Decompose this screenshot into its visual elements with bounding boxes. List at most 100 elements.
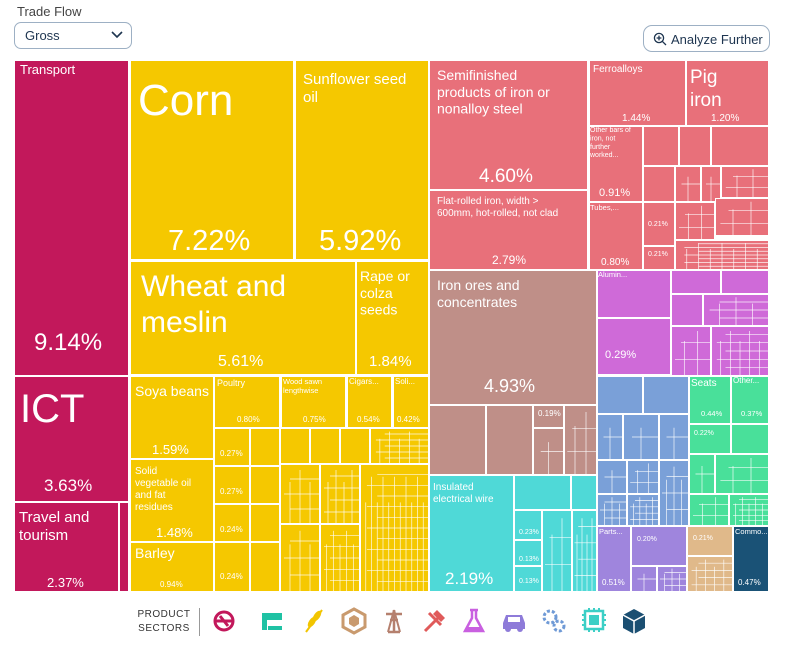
treemap-tile-minor[interactable] — [703, 294, 770, 327]
treemap-tile[interactable]: 0.19% — [533, 405, 564, 428]
treemap-tile[interactable]: Soya beans 1.59% — [130, 376, 214, 459]
treemap-tile-minor[interactable] — [711, 126, 769, 166]
other-icon[interactable] — [620, 606, 648, 636]
treemap-tile-minor[interactable] — [687, 556, 734, 593]
treemap-tile-minor[interactable] — [597, 494, 628, 527]
treemap-tile[interactable]: Poultry 0.80% — [214, 376, 280, 428]
treemap-tile-minor[interactable] — [514, 475, 571, 510]
treemap-tile-minor[interactable] — [657, 566, 688, 593]
treemap-tile[interactable]: 0.27% — [214, 466, 250, 504]
treemap-tile[interactable]: Rape or colza seeds 1.84% — [356, 261, 429, 375]
trade-flow-select[interactable]: Gross — [14, 22, 132, 49]
treemap-tile[interactable]: 0.21% — [643, 246, 675, 270]
treemap-tile-minor[interactable] — [572, 510, 598, 593]
treemap-tile-minor[interactable] — [623, 414, 660, 461]
treemap-tile[interactable]: Transport 9.14% — [14, 60, 129, 376]
treemap-tile-minor[interactable] — [715, 198, 770, 237]
analyze-further-button[interactable]: Analyze Further — [643, 25, 770, 52]
treemap-tile-minor[interactable] — [310, 428, 340, 464]
treemap-tile[interactable]: 0.20% — [631, 526, 687, 566]
treemap-tile-minor[interactable] — [597, 414, 624, 461]
treemap-tile[interactable]: 0.24% — [214, 542, 250, 592]
treemap-tile[interactable]: Wheat and meslin 5.61% — [130, 261, 356, 375]
treemap-tile-minor[interactable] — [659, 414, 690, 461]
treemap-tile-minor[interactable] — [671, 326, 712, 377]
chemicals-icon[interactable] — [460, 606, 488, 636]
treemap-tile-minor[interactable] — [643, 126, 679, 166]
treemap-tile-minor[interactable] — [631, 566, 658, 593]
treemap-tile-minor[interactable] — [533, 428, 565, 476]
treemap-tile-minor[interactable] — [429, 405, 486, 475]
textiles-icon[interactable] — [258, 606, 286, 636]
treemap-tile[interactable]: Sunflower seed oil 5.92% — [295, 60, 429, 260]
treemap-tile-minor[interactable] — [721, 270, 769, 294]
treemap-tile-minor[interactable] — [486, 405, 533, 475]
treemap-tile-minor[interactable] — [689, 494, 730, 527]
treemap-tile-minor[interactable] — [542, 510, 573, 593]
treemap-tile[interactable]: Tubes,... 0.80% — [589, 202, 643, 270]
treemap-tile-minor[interactable] — [280, 428, 310, 464]
treemap-tile[interactable]: Seats 0.44% — [689, 376, 731, 424]
treemap-tile[interactable]: Commo... 0.47% — [733, 526, 769, 592]
treemap-tile[interactable]: 0.13% — [514, 540, 542, 566]
minerals-icon[interactable] — [380, 606, 408, 636]
treemap-tile-minor[interactable] — [721, 166, 770, 199]
treemap-tile[interactable]: Semifinished products of iron or nonalloy … — [429, 60, 588, 190]
electronics-icon[interactable] — [580, 606, 608, 636]
treemap-tile-minor[interactable] — [360, 464, 430, 593]
treemap-tile[interactable]: 0.22% — [689, 424, 731, 454]
treemap-tile-minor[interactable] — [689, 454, 716, 495]
treemap-tile[interactable]: 0.27% — [214, 428, 250, 466]
treemap-tile-minor[interactable] — [675, 240, 770, 271]
treemap-tile[interactable]: ICT 3.63% — [14, 376, 129, 502]
treemap-tile[interactable]: 0.24% — [214, 504, 250, 542]
treemap-tile[interactable]: 0.21% — [687, 526, 733, 556]
treemap-tile[interactable]: Corn 7.22% — [130, 60, 294, 260]
treemap-tile-minor[interactable] — [627, 494, 660, 527]
treemap-tile[interactable]: Parts... 0.51% — [597, 526, 631, 592]
treemap-tile[interactable]: Cigars... 0.54% — [347, 376, 392, 428]
treemap-tile[interactable]: Solid vegetable oil and fat residues 1.48% — [130, 459, 214, 542]
treemap-tile-minor[interactable] — [729, 494, 770, 527]
treemap-tile-minor[interactable] — [250, 542, 280, 592]
treemap-tile-minor[interactable] — [250, 504, 280, 542]
treemap-tile[interactable]: Ferroalloys 1.44% — [589, 60, 686, 126]
treemap-tile-minor[interactable] — [597, 460, 628, 495]
treemap-tile-minor[interactable] — [564, 405, 598, 476]
agriculture-icon[interactable] — [300, 606, 328, 636]
treemap-tile-minor[interactable] — [675, 166, 702, 203]
metals-icon[interactable] — [420, 606, 448, 636]
treemap-tile-minor[interactable] — [671, 270, 721, 294]
treemap-tile[interactable]: Wood sawn lengthwise 0.75% — [281, 376, 346, 428]
treemap-tile[interactable]: Other bars of iron, not further worked... 0.… — [589, 126, 643, 202]
stone-icon[interactable] — [340, 606, 368, 636]
treemap-tile-minor[interactable] — [643, 376, 689, 414]
treemap-tile-minor[interactable] — [627, 460, 660, 495]
treemap-tile-minor[interactable] — [701, 166, 722, 203]
treemap-tile-minor[interactable] — [715, 454, 770, 495]
treemap-tile[interactable]: Iron ores and concentrates 4.93% — [429, 270, 597, 405]
treemap-tile-minor[interactable] — [250, 428, 280, 466]
treemap-tile-minor[interactable] — [340, 428, 370, 464]
treemap-tile[interactable]: Soli... 0.42% — [393, 376, 429, 428]
treemap-tile-minor[interactable] — [119, 502, 129, 592]
treemap-tile[interactable]: 0.29% — [597, 318, 671, 375]
treemap-tile-minor[interactable] — [597, 376, 643, 414]
services-icon[interactable] — [210, 606, 238, 636]
treemap-tile-minor[interactable] — [659, 460, 690, 527]
treemap-tile[interactable]: Travel and tourism 2.37% — [14, 502, 119, 592]
treemap-tile-minor[interactable] — [643, 166, 675, 202]
treemap-tile[interactable]: Insulated electrical wire 2.19% — [429, 475, 514, 592]
treemap-tile-minor[interactable] — [731, 424, 769, 454]
machinery-icon[interactable] — [540, 606, 568, 636]
treemap-tile[interactable]: Flat-rolled iron, width >600mm, hot-roll… — [429, 190, 588, 270]
treemap-tile-minor[interactable] — [671, 294, 703, 326]
treemap-tile-minor[interactable] — [280, 464, 321, 525]
treemap-tile-minor[interactable] — [675, 202, 716, 241]
treemap-tile-minor[interactable] — [250, 466, 280, 504]
treemap-tile-minor[interactable] — [571, 475, 597, 510]
vehicles-icon[interactable] — [500, 606, 528, 636]
treemap-tile[interactable]: 0.21% — [643, 202, 675, 246]
treemap-tile[interactable]: 0.13% — [514, 566, 542, 592]
treemap-tile-minor[interactable] — [679, 126, 711, 166]
